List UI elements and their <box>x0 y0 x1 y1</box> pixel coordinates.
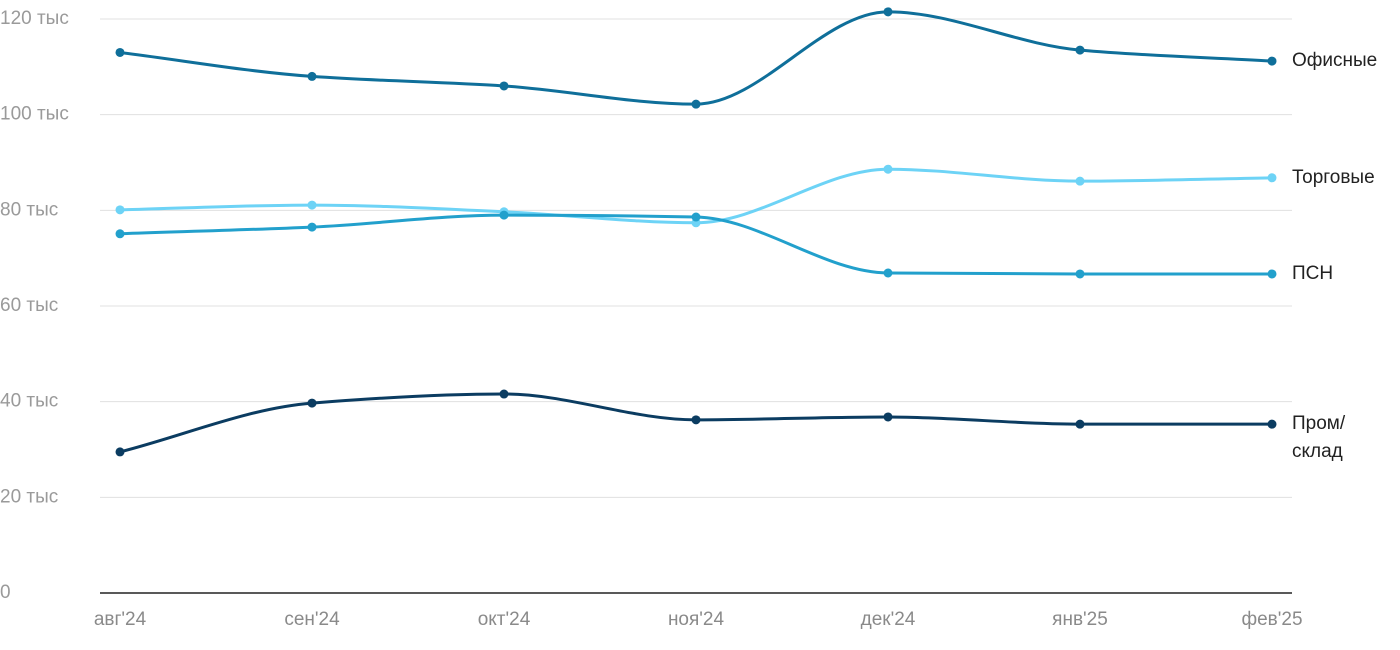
point <box>1075 45 1085 55</box>
point <box>115 447 125 457</box>
x-tick-label: ноя'24 <box>668 609 725 630</box>
point <box>691 415 701 425</box>
series-label: ПСН <box>1292 262 1334 284</box>
point <box>115 229 125 239</box>
series-label: Офисные <box>1292 50 1378 72</box>
point <box>883 412 893 422</box>
point <box>1267 269 1277 279</box>
point <box>499 81 509 91</box>
x-tick-label: окт'24 <box>478 609 531 630</box>
y-tick-label: 120 тыс <box>0 8 69 29</box>
point <box>307 222 317 232</box>
x-tick-label: авг'24 <box>94 609 147 630</box>
point <box>1075 269 1085 279</box>
point <box>499 389 509 399</box>
point <box>499 210 509 220</box>
y-tick-label: 40 тыс <box>0 391 58 412</box>
point <box>1075 176 1085 186</box>
y-tick-label: 60 тыс <box>0 295 58 316</box>
y-tick-label: 0 <box>0 582 11 603</box>
series-label: Торговые <box>1292 166 1375 188</box>
point <box>1267 419 1277 429</box>
point <box>883 7 893 17</box>
point <box>883 268 893 278</box>
series-label: Пром/ склад <box>1292 413 1346 463</box>
point <box>115 205 125 215</box>
point <box>307 398 317 408</box>
y-tick-label: 20 тыс <box>0 486 58 507</box>
x-tick-label: янв'25 <box>1052 609 1108 630</box>
y-tick-label: 100 тыс <box>0 104 69 125</box>
point <box>883 164 893 174</box>
point <box>691 212 701 222</box>
point <box>1267 173 1277 183</box>
point <box>691 99 701 109</box>
x-tick-label: сен'24 <box>284 609 340 630</box>
point <box>307 71 317 81</box>
point <box>115 47 125 57</box>
x-tick-label: фев'25 <box>1241 609 1302 630</box>
y-tick-label: 80 тыс <box>0 199 58 220</box>
x-tick-label: дек'24 <box>861 609 916 630</box>
point <box>1267 56 1277 66</box>
series-line <box>119 10 1273 106</box>
point <box>1075 419 1085 429</box>
point <box>307 200 317 210</box>
